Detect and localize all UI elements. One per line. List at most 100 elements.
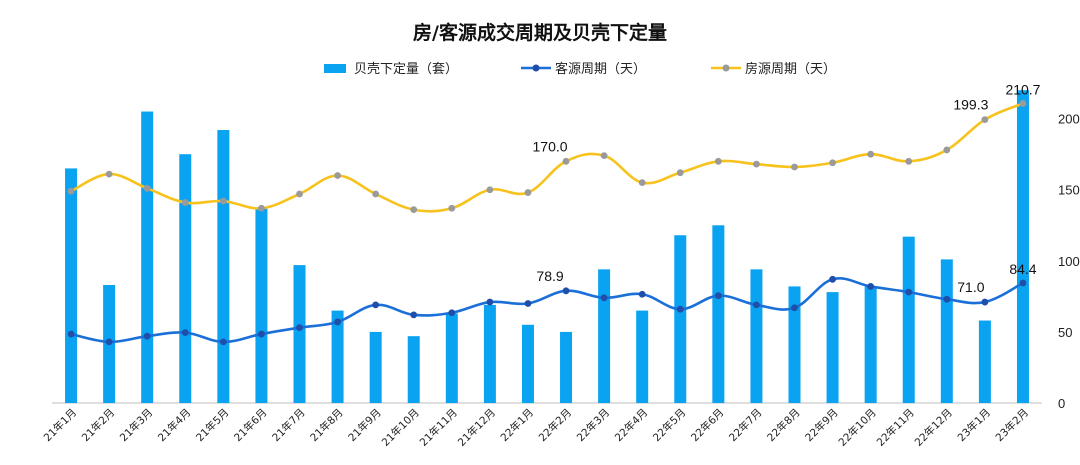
- data-point: [791, 163, 798, 171]
- data-point: [143, 332, 151, 340]
- data-point: [676, 305, 684, 313]
- legend-swatch-marker: [722, 64, 730, 72]
- series-line-keyuan: [70, 277, 1024, 344]
- bar: [483, 304, 496, 403]
- data-point: [296, 324, 303, 332]
- data-point: [981, 116, 989, 124]
- x-tick-label: 22年5月: [650, 406, 688, 444]
- series-line-fangyuan: [70, 102, 1024, 213]
- data-point: [1019, 100, 1027, 107]
- data-point: [296, 190, 303, 198]
- data-point: [448, 309, 456, 317]
- bar: [788, 286, 801, 403]
- bar: [978, 320, 991, 403]
- data-point: [562, 287, 570, 295]
- legend-swatch-bar: [324, 64, 346, 73]
- bar: [902, 236, 915, 403]
- x-tick-label: 22年9月: [802, 406, 840, 444]
- data-point: [714, 292, 722, 300]
- x-tick-label: 21年12月: [455, 406, 498, 449]
- data-point: [410, 206, 418, 214]
- data-point: [562, 157, 570, 165]
- bar: [255, 208, 268, 403]
- data-point: [1019, 279, 1027, 287]
- data-label: 199.3: [953, 97, 988, 113]
- x-tick-label: 22年12月: [912, 406, 955, 449]
- data-point: [638, 179, 646, 187]
- data-point: [258, 204, 265, 212]
- data-point: [753, 160, 760, 168]
- right-axis-tick-150: 150: [1058, 183, 1080, 198]
- bar: [217, 130, 230, 403]
- x-tick-label: 22年4月: [612, 406, 650, 444]
- legend-label-1: 客源周期（天）: [555, 61, 646, 77]
- data-point: [867, 283, 875, 290]
- data-point: [905, 157, 913, 165]
- data-label: 78.9: [536, 268, 563, 284]
- x-tick-label: 22年7月: [726, 406, 764, 444]
- data-point: [524, 189, 532, 196]
- data-point: [600, 294, 608, 302]
- x-tick-label: 23年1月: [955, 406, 993, 444]
- data-point: [981, 298, 989, 306]
- x-tick-label: 22年2月: [536, 406, 574, 444]
- bar: [179, 154, 192, 403]
- x-tick-label: 22年10月: [836, 406, 879, 449]
- data-point: [676, 169, 684, 177]
- x-tick-label: 21年2月: [79, 406, 117, 444]
- right-axis-tick-200: 200: [1058, 112, 1080, 127]
- data-label: 210.7: [1005, 81, 1040, 97]
- data-point: [829, 159, 836, 167]
- bar: [750, 269, 763, 403]
- bar: [293, 265, 306, 403]
- x-tick-label: 21年8月: [307, 406, 345, 444]
- x-tick-label: 21年1月: [41, 406, 79, 444]
- bar: [674, 235, 687, 403]
- data-point: [638, 290, 646, 298]
- x-tick-label: 22年3月: [574, 406, 612, 444]
- data-point: [486, 186, 494, 194]
- legend-swatch-marker: [532, 64, 540, 72]
- x-tick-label: 21年7月: [269, 406, 307, 444]
- data-point: [410, 311, 418, 319]
- data-point: [867, 150, 875, 158]
- right-axis-tick-100: 100: [1058, 254, 1080, 269]
- bar: [826, 292, 839, 403]
- x-tick-label: 21年6月: [231, 406, 269, 444]
- bar: [1016, 90, 1029, 403]
- data-point: [372, 301, 380, 309]
- data-point: [943, 295, 951, 303]
- data-point: [105, 170, 113, 178]
- x-tick-label: 22年6月: [688, 406, 726, 444]
- data-point: [334, 318, 341, 326]
- data-point: [181, 199, 189, 206]
- data-label: 170.0: [533, 138, 568, 154]
- bar: [407, 336, 420, 403]
- bar: [712, 225, 725, 403]
- data-point: [486, 298, 494, 306]
- bar: [331, 310, 344, 403]
- data-point: [600, 152, 608, 160]
- data-point: [67, 187, 75, 195]
- data-point: [791, 304, 798, 312]
- right-axis-tick-50: 50: [1058, 325, 1072, 340]
- data-point: [905, 288, 913, 296]
- legend-label-0: 贝壳下定量（套）: [354, 61, 458, 77]
- bar: [445, 313, 458, 403]
- x-tick-label: 21年4月: [155, 406, 193, 444]
- data-point: [943, 146, 951, 154]
- data-point: [524, 300, 532, 307]
- bar: [598, 269, 611, 403]
- x-tick-label: 21年5月: [193, 406, 231, 444]
- data-label: 71.0: [957, 279, 984, 295]
- data-point: [753, 301, 760, 309]
- data-label: 84.4: [1009, 261, 1036, 277]
- bar: [864, 286, 877, 403]
- x-tick-label: 21年11月: [417, 406, 460, 449]
- data-point: [448, 204, 456, 212]
- data-point: [219, 338, 227, 346]
- data-point: [258, 330, 265, 338]
- x-tick-label: 21年3月: [117, 406, 155, 444]
- x-tick-label: 22年8月: [764, 406, 802, 444]
